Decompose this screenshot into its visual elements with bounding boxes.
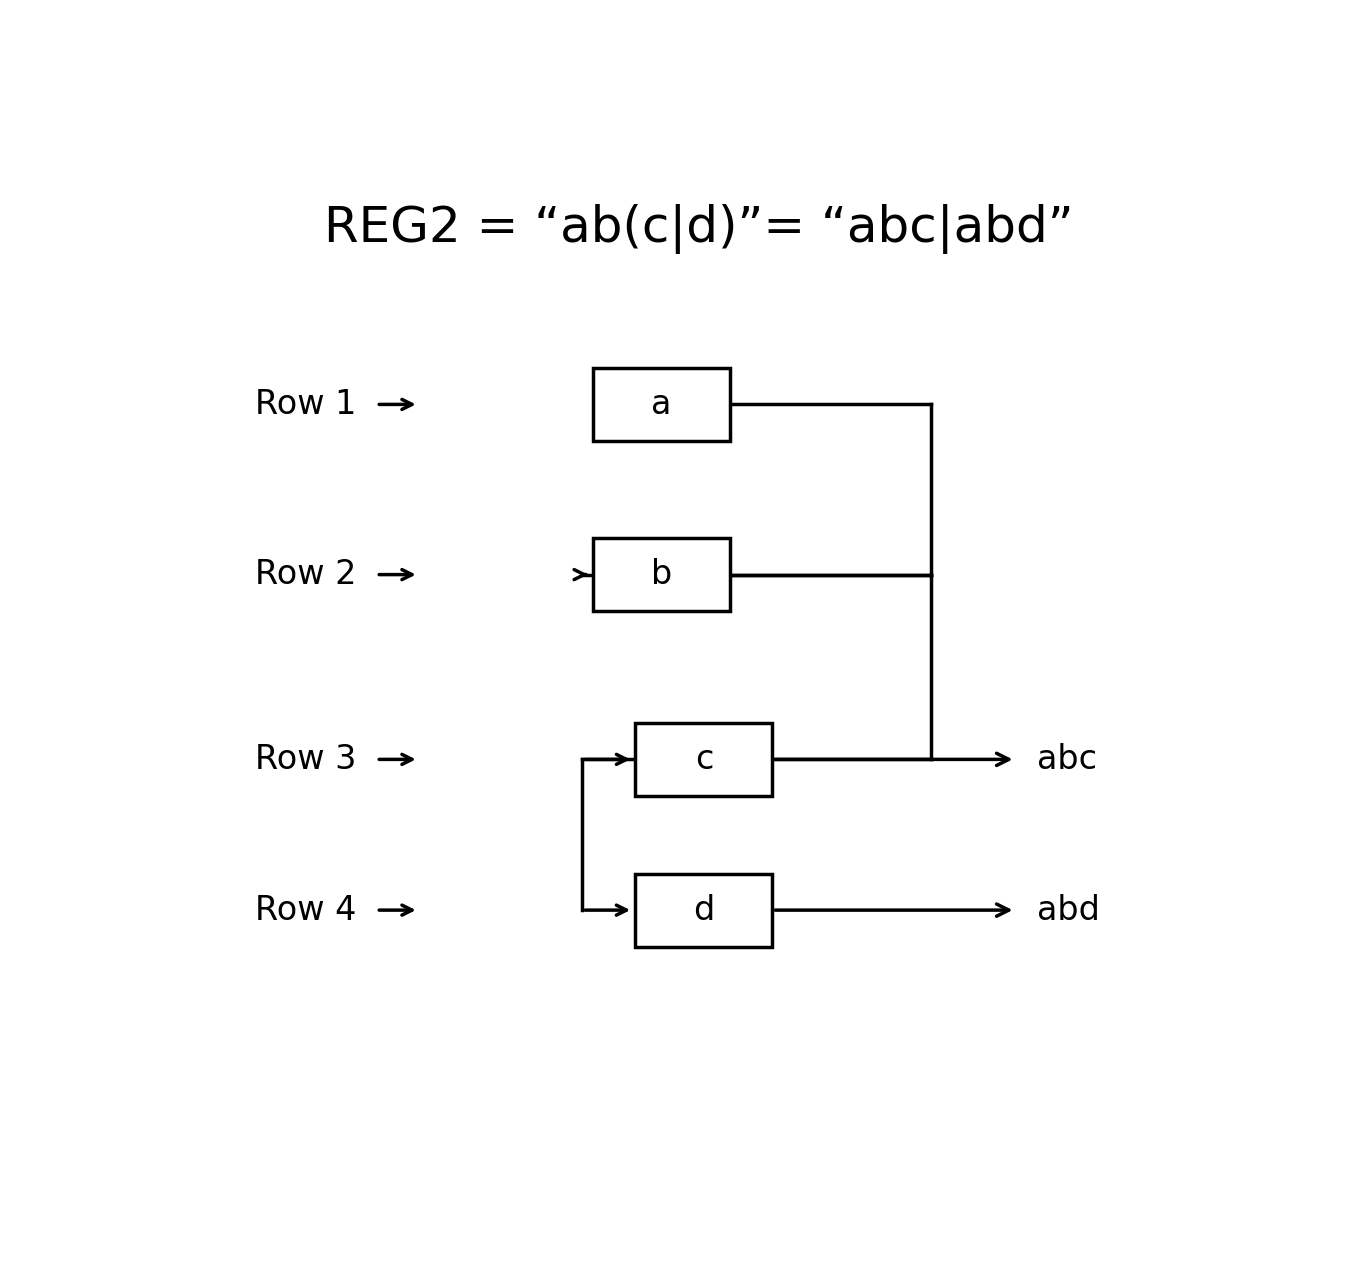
Text: Row 1: Row 1 bbox=[255, 388, 367, 421]
Text: Row 2: Row 2 bbox=[255, 558, 367, 591]
Text: d: d bbox=[694, 894, 714, 927]
Text: abc: abc bbox=[1037, 743, 1097, 775]
Text: c: c bbox=[695, 743, 713, 775]
Bar bbox=[593, 538, 731, 611]
Bar bbox=[593, 368, 731, 441]
Text: REG2 = “ab(c|d)”= “abc|abd”: REG2 = “ab(c|d)”= “abc|abd” bbox=[324, 205, 1073, 254]
Text: Row 3: Row 3 bbox=[255, 743, 367, 775]
Text: Row 4: Row 4 bbox=[255, 894, 367, 927]
Text: b: b bbox=[652, 558, 672, 591]
Bar bbox=[635, 722, 773, 796]
Text: a: a bbox=[652, 388, 672, 421]
Bar bbox=[635, 874, 773, 946]
Text: abd: abd bbox=[1037, 894, 1100, 927]
